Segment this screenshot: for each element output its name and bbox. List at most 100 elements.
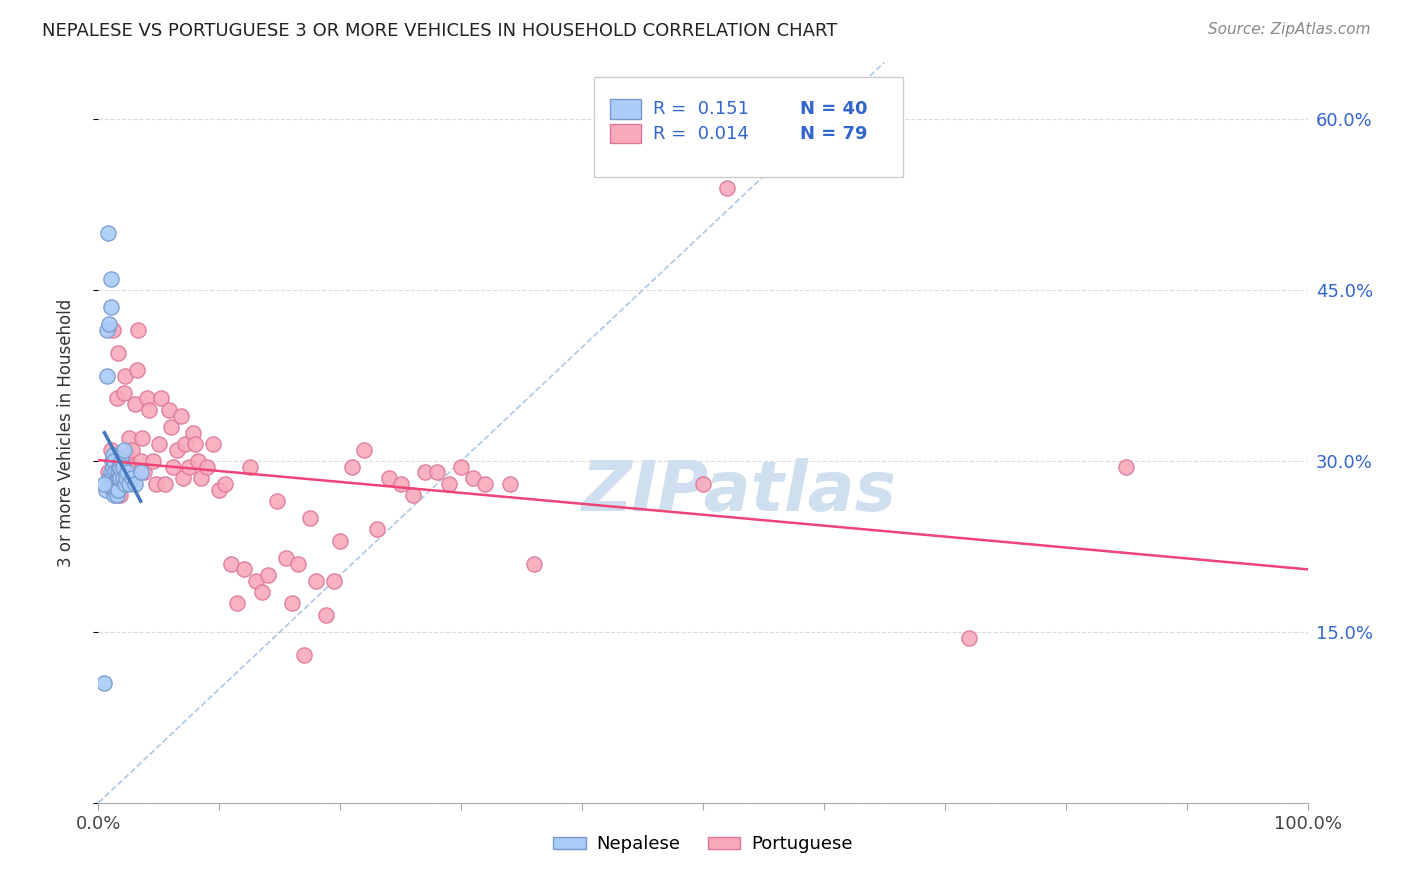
Point [329, 533, 352, 548]
Point [214, 476, 236, 491]
Point [150, 392, 173, 406]
Point [104, 483, 127, 497]
Point [250, 585, 273, 599]
Point [124, 397, 146, 411]
Point [266, 494, 288, 508]
Point [97, 466, 120, 480]
Point [389, 476, 412, 491]
Point [98, 471, 121, 485]
Point [105, 488, 128, 502]
Point [181, 425, 204, 440]
Point [93, 676, 115, 690]
Point [523, 557, 546, 571]
Point [101, 483, 124, 497]
Point [287, 557, 309, 571]
Point [157, 402, 180, 417]
Text: R =  0.014: R = 0.014 [654, 125, 749, 143]
Point [172, 471, 194, 485]
Point [142, 454, 165, 468]
Point [256, 568, 278, 582]
Legend: Nepalese, Portuguese: Nepalese, Portuguese [546, 829, 860, 861]
Text: NEPALESE VS PORTUGUESE 3 OR MORE VEHICLES IN HOUSEHOLD CORRELATION CHART: NEPALESE VS PORTUGUESE 3 OR MORE VEHICLE… [42, 22, 838, 40]
Point [716, 180, 738, 194]
Point [195, 459, 218, 474]
Point [103, 476, 125, 491]
Point [162, 459, 184, 474]
Point [105, 471, 128, 485]
Point [112, 385, 135, 400]
Point [121, 459, 143, 474]
Point [274, 550, 297, 565]
Point [93, 476, 115, 491]
Point [413, 466, 436, 480]
Point [315, 607, 337, 622]
Point [208, 483, 231, 497]
Point [342, 459, 364, 474]
Point [134, 466, 156, 480]
Point [108, 471, 131, 485]
Point [124, 476, 146, 491]
Point [377, 471, 399, 485]
Point [145, 476, 167, 491]
Point [105, 392, 128, 406]
Point [169, 409, 191, 423]
Y-axis label: 3 or more Vehicles in Household: 3 or more Vehicles in Household [56, 299, 75, 566]
Point [474, 476, 496, 491]
Point [463, 471, 485, 485]
Point [100, 454, 122, 468]
Point [131, 431, 153, 445]
Point [239, 459, 262, 474]
Point [129, 454, 152, 468]
Point [112, 442, 135, 457]
Point [118, 431, 141, 445]
Point [127, 323, 149, 337]
Point [202, 437, 225, 451]
Point [135, 392, 157, 406]
Point [232, 562, 254, 576]
Point [108, 459, 131, 474]
Point [245, 574, 267, 588]
Point [101, 449, 124, 463]
Point [117, 466, 139, 480]
Point [114, 368, 136, 383]
Point [179, 459, 201, 474]
Point [100, 466, 122, 480]
Point [108, 488, 131, 502]
FancyBboxPatch shape [595, 78, 903, 178]
Point [450, 459, 472, 474]
Point [108, 471, 131, 485]
Point [174, 437, 197, 451]
Point [366, 523, 388, 537]
Point [96, 323, 118, 337]
Point [281, 597, 304, 611]
Point [353, 442, 375, 457]
Point [1115, 459, 1137, 474]
Point [100, 301, 122, 315]
Point [118, 476, 141, 491]
Point [94, 483, 117, 497]
Point [692, 476, 714, 491]
Text: Source: ZipAtlas.com: Source: ZipAtlas.com [1208, 22, 1371, 37]
Point [166, 442, 188, 457]
Point [100, 442, 122, 457]
Point [221, 557, 243, 571]
Point [103, 454, 125, 468]
Point [107, 466, 129, 480]
Point [957, 631, 980, 645]
Point [111, 471, 134, 485]
Point [305, 574, 328, 588]
Point [121, 442, 143, 457]
Point [323, 574, 346, 588]
Point [402, 488, 425, 502]
Text: N = 79: N = 79 [800, 125, 868, 143]
Point [184, 437, 207, 451]
FancyBboxPatch shape [610, 99, 641, 119]
Point [107, 483, 129, 497]
Point [292, 648, 315, 662]
Point [103, 488, 125, 502]
Point [100, 272, 122, 286]
Point [138, 402, 160, 417]
Point [121, 471, 143, 485]
Point [114, 476, 136, 491]
Point [98, 318, 121, 332]
